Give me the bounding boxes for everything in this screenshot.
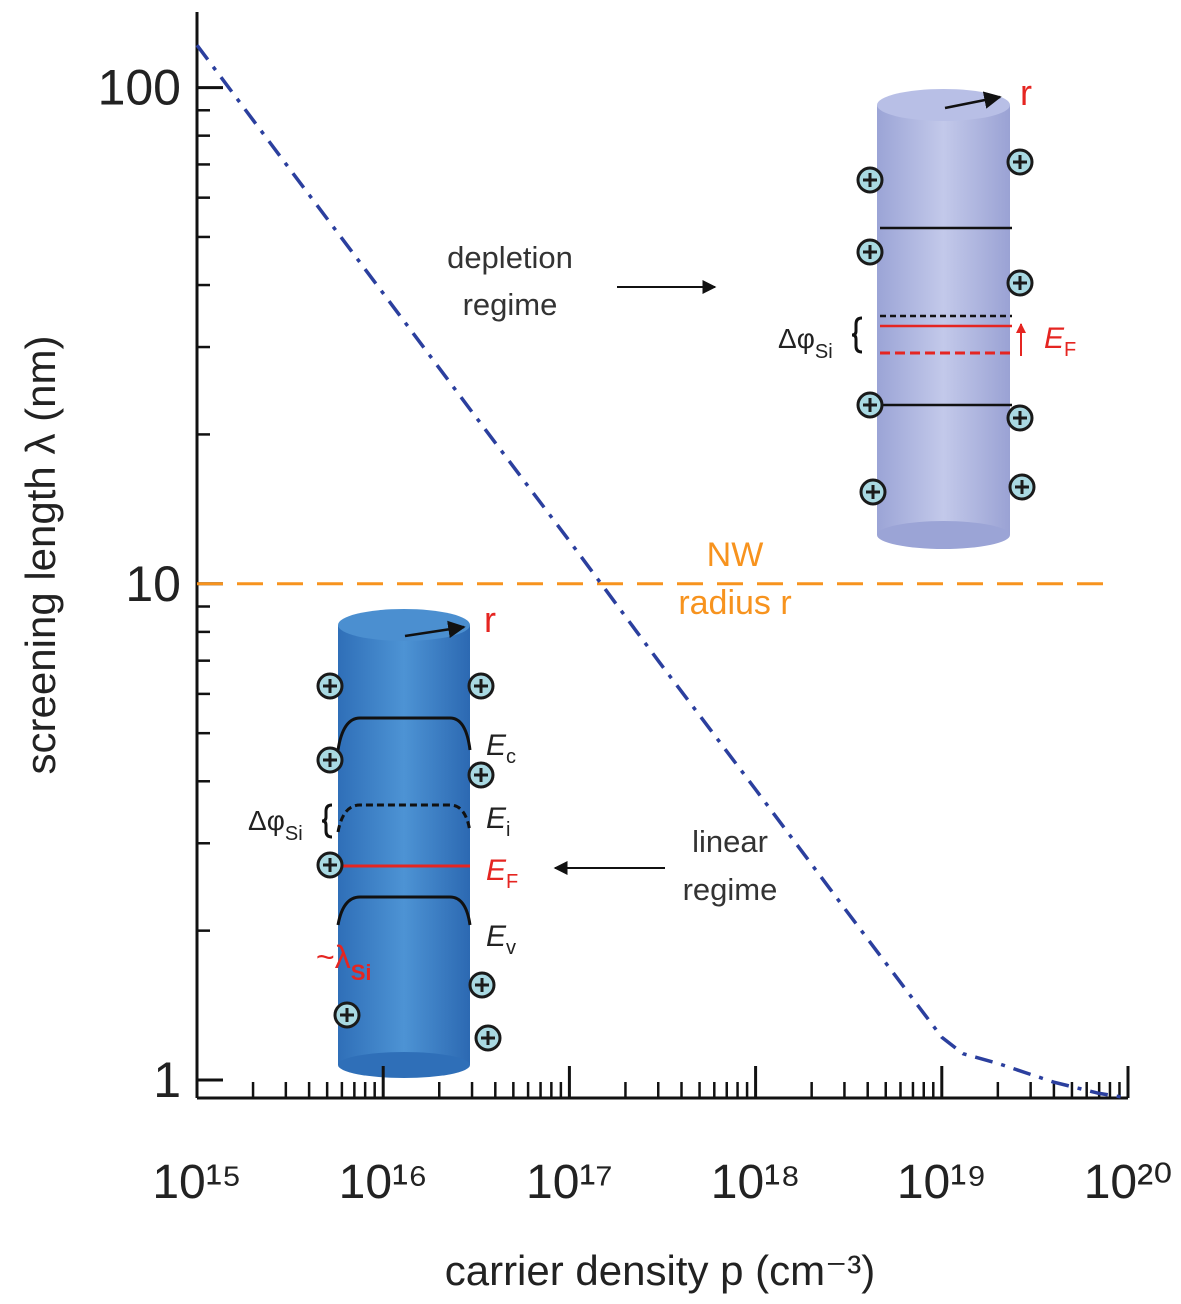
radius-label: r — [1020, 72, 1032, 113]
potential-subscript: Si — [285, 823, 303, 845]
radius-label: r — [484, 599, 496, 640]
potential-symbol: Δφ — [778, 323, 815, 354]
x-axis-label: carrier density p (cm⁻³) — [445, 1247, 876, 1294]
screening-subscript: Si — [351, 960, 372, 985]
reference-label: radius r — [678, 584, 791, 622]
x-tick-label: 10¹⁹ — [897, 1156, 987, 1209]
fermi-symbol: E — [486, 854, 507, 887]
inset-depletion: r ΔφSi EF — [778, 72, 1076, 549]
potential-label: ΔφSi — [778, 323, 833, 363]
fermi-subscript: F — [506, 871, 518, 893]
y-tick-label: 10 — [125, 556, 181, 612]
potential-label: ΔφSi — [248, 805, 303, 845]
inset-linear: r ΔφSi Ec Ei EF Ev ~λSi — [248, 599, 518, 1078]
fermi-subscript: F — [1064, 339, 1076, 361]
annotation: depletion — [447, 240, 573, 275]
band-label: Ec — [486, 729, 516, 768]
fermi-symbol: E — [1044, 322, 1065, 355]
x-tick-label: 10¹⁷ — [526, 1156, 613, 1209]
band-subscript: c — [506, 746, 516, 768]
fermi-label: EF — [1044, 322, 1076, 361]
screening-symbol: ~λ — [316, 939, 351, 975]
data-line — [195, 44, 1129, 1100]
y-tick-label: 1 — [153, 1052, 181, 1108]
screening-label: ~λSi — [316, 939, 371, 985]
y-tick-label: 100 — [98, 60, 181, 116]
band-symbol: E — [486, 729, 507, 762]
band-subscript: i — [506, 819, 510, 841]
reference-label: NW — [707, 536, 764, 574]
annotation: regime — [683, 872, 778, 907]
y-axis-label: screening length λ (nm) — [17, 336, 64, 775]
annotation: regime — [463, 287, 558, 322]
x-tick-label: 10¹⁸ — [711, 1156, 801, 1209]
band-label: Ev — [486, 920, 516, 959]
band-symbol: E — [486, 920, 507, 953]
band-subscript: v — [506, 937, 516, 959]
potential-symbol: Δφ — [248, 805, 285, 836]
band-label: Ei — [486, 802, 510, 841]
potential-subscript: Si — [815, 341, 833, 363]
fermi-label: EF — [486, 854, 518, 893]
x-tick-label: 10¹⁵ — [152, 1156, 241, 1209]
band-symbol: E — [486, 802, 507, 835]
annotation: linear — [692, 824, 768, 859]
x-tick-label: 10¹⁶ — [339, 1156, 428, 1209]
x-tick-label: 10²⁰ — [1084, 1156, 1173, 1209]
